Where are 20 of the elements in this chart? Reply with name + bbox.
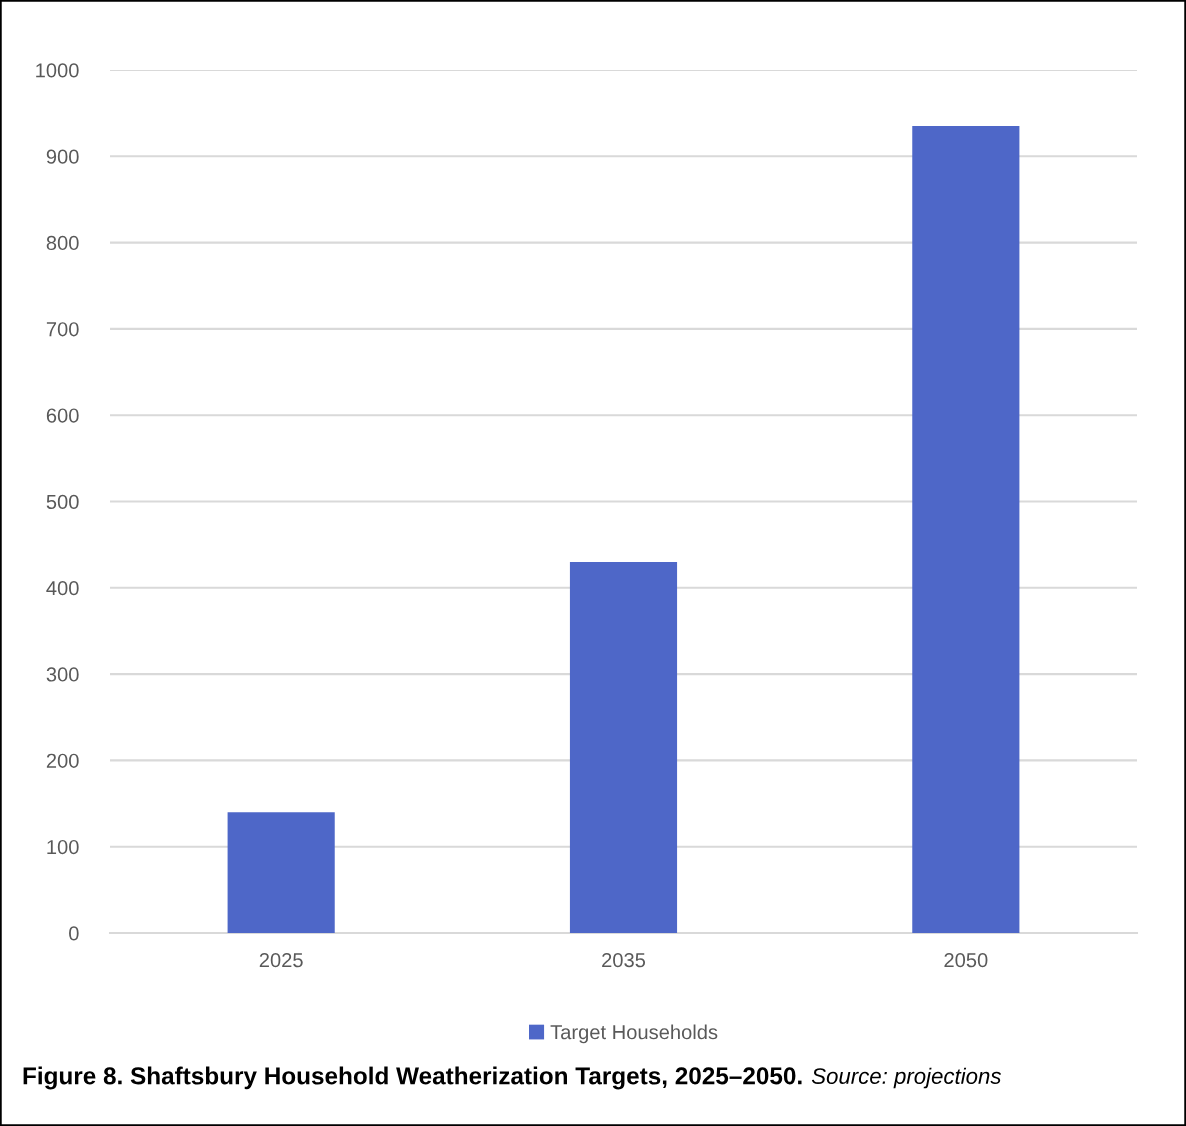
x-tick-label: 2035 <box>602 952 646 968</box>
y-tick-label: 900 <box>46 149 79 164</box>
y-tick-label: 300 <box>46 667 79 682</box>
y-tick-label: 100 <box>47 839 79 855</box>
source-note: Source: projections <box>811 1067 1002 1089</box>
y-tick-label: 1000 <box>36 63 79 78</box>
y-tick-label: 0 <box>69 926 79 941</box>
y-tick-label: 600 <box>46 408 79 423</box>
y-tick-label: 500 <box>46 494 79 509</box>
y-tick-label: 400 <box>46 581 79 596</box>
bar <box>569 561 678 933</box>
y-tick-label: 800 <box>46 235 79 251</box>
y-tick-label: 200 <box>46 753 79 768</box>
y-tick-label: 700 <box>46 322 79 337</box>
text: Figure 8. Shaftsbury Household Weatherization Targets, 2025–2050. <box>23 1066 802 1090</box>
x-tick-label: 2050 <box>944 952 988 968</box>
legend-label: Target Households <box>550 1024 718 1044</box>
x-tick-label: 2025 <box>259 952 303 968</box>
bar <box>227 812 335 933</box>
bar <box>912 126 1020 933</box>
